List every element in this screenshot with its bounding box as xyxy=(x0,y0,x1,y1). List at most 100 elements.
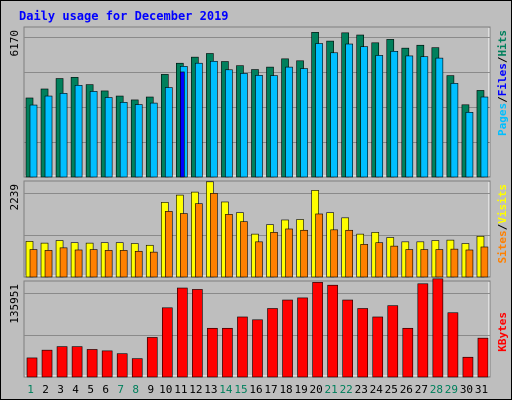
sites-bar xyxy=(134,250,143,278)
sites-bar xyxy=(390,245,399,278)
sites-bar xyxy=(44,250,53,278)
kbytes-bar xyxy=(372,316,384,378)
files-bar xyxy=(74,85,83,178)
sites-bar xyxy=(29,249,38,278)
day-label: 6 xyxy=(102,383,109,396)
sites-bar xyxy=(59,247,68,278)
files-bar xyxy=(285,66,293,178)
files-bar xyxy=(104,97,113,178)
panel-1-legend: Pages/Files/Hits xyxy=(496,30,509,136)
sites-bar xyxy=(89,249,98,278)
day-label: 12 xyxy=(189,383,202,396)
files-bar xyxy=(450,83,459,178)
day-label: 14 xyxy=(219,383,233,396)
sites-bar xyxy=(450,248,459,278)
kbytes-bar xyxy=(342,299,353,378)
chart-title: Daily usage for December 2019 xyxy=(19,9,229,23)
sites-bar xyxy=(149,251,158,278)
sites-bar xyxy=(119,250,128,278)
kbytes-bar xyxy=(161,307,173,378)
day-label: 26 xyxy=(400,383,413,396)
day-label: 25 xyxy=(385,383,398,396)
kbytes-bar xyxy=(252,319,263,378)
panel-2-max-label: 2239 xyxy=(8,184,21,211)
panel-2-legend-part: Sites xyxy=(496,230,509,263)
kbytes-bar xyxy=(237,316,248,378)
files-bar xyxy=(405,55,414,178)
kbytes-bar xyxy=(146,337,158,378)
files-bar xyxy=(59,93,68,178)
kbytes-bar xyxy=(116,353,128,378)
files-bar xyxy=(89,91,98,178)
files-bar xyxy=(240,73,248,178)
files-bar xyxy=(225,69,233,178)
kbytes-bar xyxy=(312,282,323,378)
day-label: 1 xyxy=(27,383,34,396)
day-label: 29 xyxy=(445,383,458,396)
files-bar xyxy=(435,57,444,178)
day-label: 18 xyxy=(279,383,292,396)
panel-1-legend-part: Files xyxy=(496,63,509,96)
day-label: 30 xyxy=(460,383,473,396)
sites-bar xyxy=(255,241,263,278)
sites-bar xyxy=(74,249,83,278)
files-bar xyxy=(480,96,489,178)
kbytes-bar xyxy=(101,350,113,378)
day-label: 10 xyxy=(159,383,172,396)
files-bar xyxy=(134,104,143,178)
kbytes-bar xyxy=(462,356,474,378)
kbytes-bar xyxy=(282,299,293,378)
sites-bar xyxy=(225,214,233,278)
day-label: 17 xyxy=(264,383,277,396)
kbytes-bar xyxy=(357,308,369,378)
day-label: 15 xyxy=(234,383,247,396)
files-bar xyxy=(360,46,369,178)
files-bar xyxy=(149,102,158,178)
day-label: 22 xyxy=(340,383,353,396)
sites-bar xyxy=(104,250,113,278)
panel-1-legend-part: Hits xyxy=(496,30,509,57)
sites-bar xyxy=(180,213,188,278)
day-label: 19 xyxy=(294,383,307,396)
panel-1-legend-part: / xyxy=(496,56,509,63)
kbytes-bar xyxy=(207,327,218,378)
files-bar xyxy=(390,51,399,178)
sites-bar xyxy=(164,211,173,278)
day-label: 5 xyxy=(87,383,94,396)
sites-bar xyxy=(465,249,474,278)
kbytes-bar xyxy=(447,312,459,378)
files-bar xyxy=(164,87,173,178)
day-label: 23 xyxy=(355,383,368,396)
sites-bar xyxy=(195,203,203,278)
kbytes-bar xyxy=(56,346,68,378)
kbytes-bar xyxy=(86,349,98,378)
day-label: 3 xyxy=(57,383,64,396)
files-bar xyxy=(420,56,429,178)
kbytes-bar xyxy=(177,287,188,378)
panel-1-legend-part: / xyxy=(496,96,509,103)
sites-bar xyxy=(345,229,353,278)
panel-3-legend: KBytes xyxy=(496,312,509,352)
files-bar xyxy=(345,43,353,178)
panel-2-legend: Sites/Visits xyxy=(496,184,509,264)
files-bar xyxy=(210,60,218,178)
kbytes-bar xyxy=(222,327,233,378)
files-bar xyxy=(195,62,203,178)
files-bar xyxy=(300,68,308,178)
sites-bar xyxy=(210,193,218,278)
files-bar xyxy=(330,52,338,178)
kbytes-bar xyxy=(432,278,444,378)
day-label: 2 xyxy=(42,383,49,396)
kbytes-bar xyxy=(267,308,278,378)
sites-bar xyxy=(405,249,414,278)
files-bar xyxy=(465,112,474,178)
sites-bar xyxy=(330,229,338,278)
panel-2-legend-part: Visits xyxy=(496,184,509,224)
day-label: 31 xyxy=(475,383,488,396)
sites-bar xyxy=(240,221,248,278)
day-label: 7 xyxy=(117,383,124,396)
sites-bar xyxy=(480,246,489,278)
files-bar xyxy=(375,55,384,178)
